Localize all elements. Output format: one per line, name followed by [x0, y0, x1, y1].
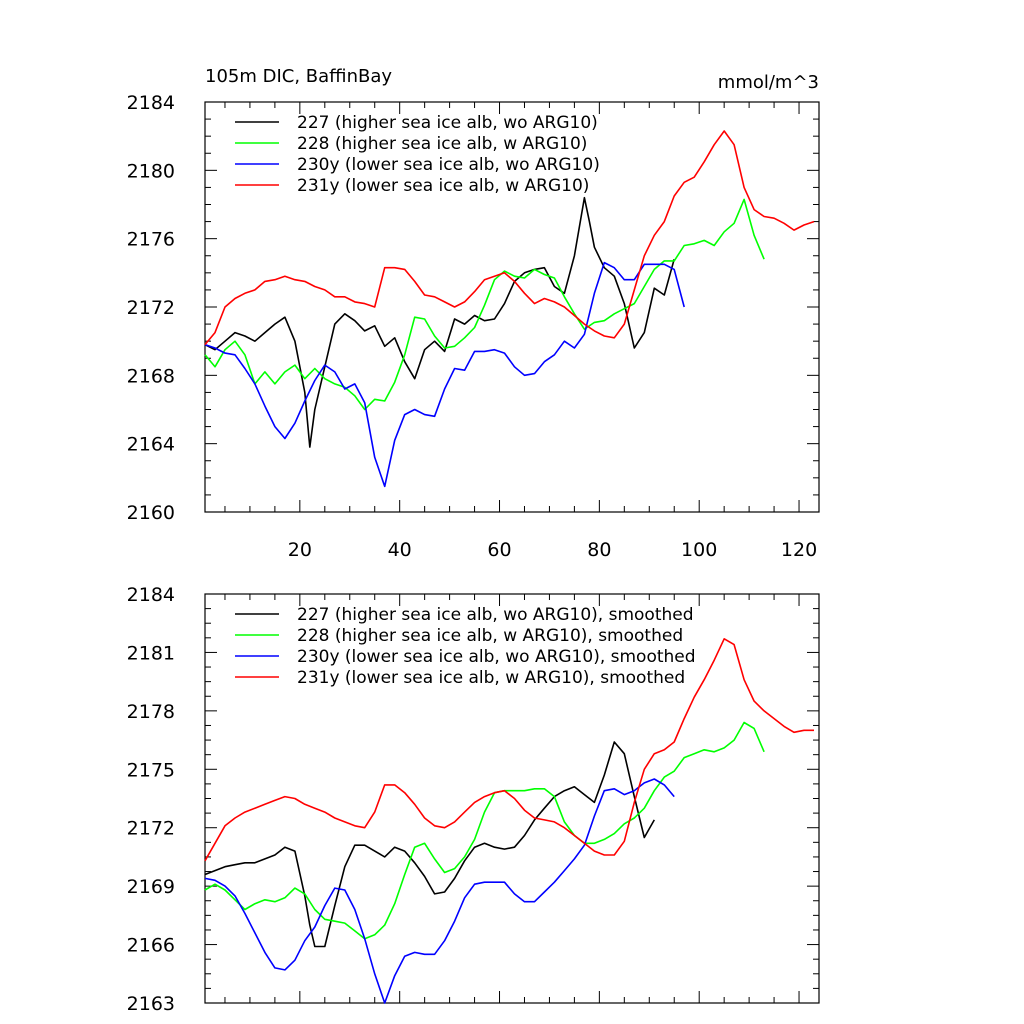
x-tick-label: 40	[388, 539, 412, 561]
series-line-3	[204, 130, 815, 346]
legend-label: 227 (higher sea ice alb, wo ARG10), smoo…	[297, 605, 694, 625]
y-tick-label: 2184	[127, 92, 175, 114]
legend-label: 230y (lower sea ice alb, wo ARG10)	[297, 155, 600, 175]
legend-label: 231y (lower sea ice alb, w ARG10), smoot…	[297, 668, 685, 688]
series-line-1	[204, 198, 765, 411]
series-line-3	[204, 637, 814, 862]
legend-label: 230y (lower sea ice alb, wo ARG10), smoo…	[297, 647, 696, 667]
y-tick-label: 2172	[127, 297, 175, 319]
bottom-panel: 2163 2166 2169 2172 2175 2178 2181 2184 227 (hig…	[127, 584, 820, 1015]
series-line-0	[204, 741, 655, 948]
y-tick-label: 2181	[127, 642, 175, 664]
series-line-1	[204, 721, 765, 940]
y-tick-label: 2175	[127, 759, 175, 781]
series-line-0	[204, 196, 675, 448]
y-tick-label: 2164	[127, 434, 175, 456]
y-tick-label: 2168	[127, 365, 175, 387]
units-label: mmol/m^3	[718, 72, 819, 93]
legend-label: 228 (higher sea ice alb, w ARG10), smoot…	[297, 626, 683, 646]
legend-label: 227 (higher sea ice alb, wo ARG10)	[297, 113, 598, 133]
y-tick-label: 2172	[127, 818, 175, 840]
y-tick-label: 2184	[127, 584, 175, 606]
x-tick-label: 60	[487, 539, 511, 561]
y-tick-label: 2178	[127, 701, 175, 723]
top-panel: 2160 2164 2168 2172 2176 2180 2184 20 40 60 80 100 1…	[127, 66, 820, 561]
y-tick-label: 2169	[127, 876, 175, 898]
y-tick-label: 2160	[127, 502, 175, 524]
y-tick-label: 2163	[127, 993, 175, 1015]
series-line-2	[204, 261, 685, 488]
x-tick-label: 120	[781, 539, 817, 561]
series-line-2	[204, 778, 675, 1004]
legend-label: 228 (higher sea ice alb, w ARG10)	[297, 134, 587, 154]
chart-title: 105m DIC, BaffinBay	[205, 66, 392, 87]
x-tick-label: 80	[587, 539, 611, 561]
y-tick-label: 2166	[127, 935, 175, 957]
y-tick-label: 2180	[127, 160, 175, 182]
legend-label: 231y (lower sea ice alb, w ARG10)	[297, 176, 589, 196]
y-tick-label: 2176	[127, 229, 175, 251]
x-tick-label: 100	[681, 539, 717, 561]
x-tick-label: 20	[288, 539, 312, 561]
